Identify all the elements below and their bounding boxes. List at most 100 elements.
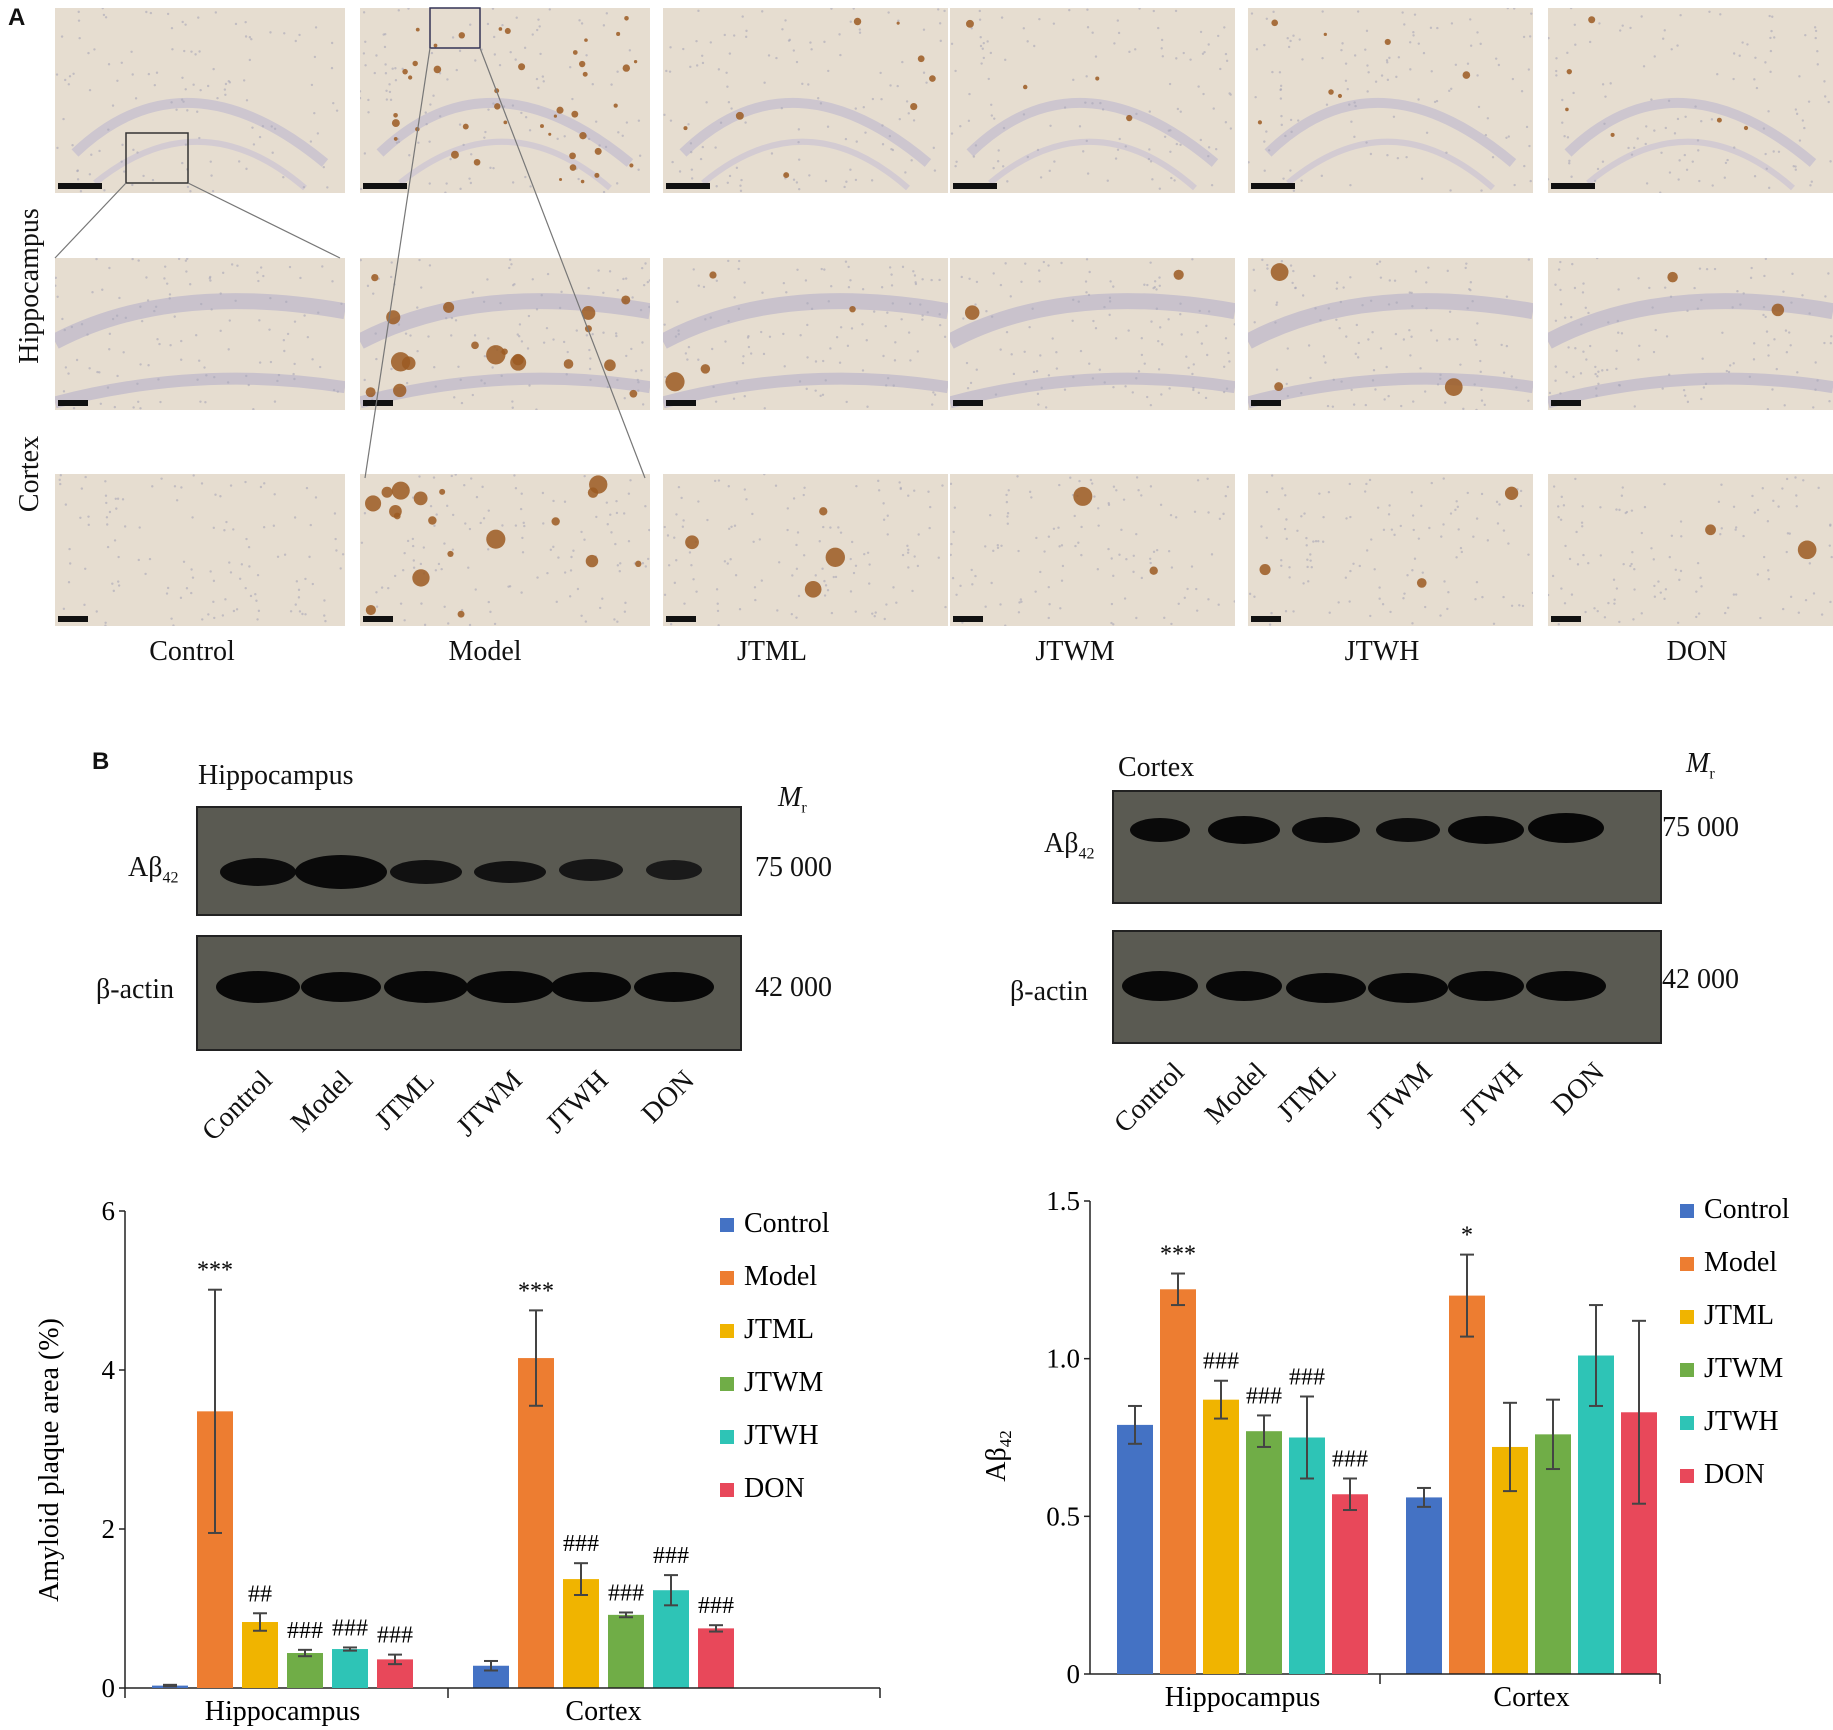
significance-mark: ## [248,1581,272,1607]
bar-jtwm-hippocampus [1246,1431,1282,1674]
significance-mark: *** [197,1258,233,1284]
bar-jtml-hippocampus [1203,1399,1239,1674]
legend-swatch-jtwm [1680,1363,1694,1377]
col-label-model: Model [448,636,522,667]
significance-mark: ### [608,1580,644,1606]
bar-jtwh-cortex [1578,1355,1614,1674]
band-label-abeta-cortex: Aβ42 [1044,828,1095,863]
significance-mark: *** [1160,1242,1196,1268]
legend-label-don: DON [744,1473,805,1504]
blot-bands [220,855,702,889]
micrograph-hippocampus-jtwm [950,258,1235,410]
y-tick-label: 4 [102,1355,116,1385]
legend-swatch-model [1680,1257,1694,1271]
significance-mark: ### [1203,1349,1239,1375]
mass-75000-hipp: 75 000 [755,852,832,883]
col-label-control: Control [149,636,235,667]
legend-label-jtwh: JTWH [744,1420,819,1451]
band-label-abeta-hipp: Aβ42 [128,852,179,887]
legend-label-jtwm: JTWM [744,1367,823,1398]
legend-swatch-control [720,1218,734,1232]
bar-jtwm-hippocampus [287,1653,323,1688]
micrograph-cortex-jtwm [950,474,1235,626]
y-tick-label: 0 [102,1673,116,1703]
lane-label-jtwm: JTWM [1360,1056,1439,1135]
tissue-texture [360,8,642,193]
tissue-texture [950,258,1235,409]
legend-swatch-jtwm [720,1377,734,1391]
mass-75000-cortex: 75 000 [1662,812,1739,843]
legend-label-model: Model [1704,1247,1777,1278]
tissue-texture [58,474,345,626]
bar-jtml-cortex [563,1579,599,1688]
x-category-label: Cortex [565,1696,641,1727]
significance-mark: ### [377,1623,413,1649]
panel-b-letter: B [92,748,110,775]
micrograph-overview-control [55,8,345,193]
significance-mark: ### [653,1543,689,1569]
micrograph-cortex-don [1548,474,1833,626]
col-label-jtwh: JTWH [1344,636,1420,667]
band-label-actin-hipp: β-actin [96,974,174,1005]
band-label-actin-cortex: β-actin [1010,976,1088,1007]
blot-abeta-hippocampus [196,806,742,916]
micrograph-hippocampus-model [360,258,650,410]
blot-title-hippocampus: Hippocampus [198,760,354,791]
tissue-texture [1548,476,1833,626]
significance-mark: ### [1289,1365,1325,1391]
chart-amyloid-plaque-area: 0 2 4 6 Amyloid plaque area (%) Hippocampus **… [34,1196,881,1727]
significance-mark: ### [332,1615,368,1641]
bar-model-cortex [518,1358,554,1688]
bar-don-cortex [698,1628,734,1688]
blot-actin-hippocampus [196,935,742,1051]
micrograph-hippocampus-jtwh [1248,258,1533,410]
bar-jtwm-cortex [608,1614,644,1688]
legend-label-jtml: JTML [1704,1300,1774,1331]
tissue-texture [360,258,650,410]
legend-label-control: Control [1704,1194,1790,1225]
legend-label-jtwm: JTWM [1704,1353,1783,1384]
y-tick-label: 1.5 [1046,1186,1080,1216]
micrograph-overview-jtwh [1248,8,1533,193]
micrograph-hippocampus-control [55,258,345,410]
tissue-texture [1248,8,1533,192]
legend-label-jtml: JTML [744,1314,814,1345]
blot-bands [216,971,714,1003]
tissue-texture [663,259,948,410]
mass-42000-cortex: 42 000 [1662,964,1739,995]
lane-label-jtwh: JTWH [539,1064,615,1140]
legend-label-jtwh: JTWH [1704,1406,1779,1437]
y-tick-label: 1.0 [1046,1344,1080,1374]
col-label-jtwm: JTWM [1035,636,1115,667]
chart-abeta42-western: 0 0.5 1.0 1.5 Aβ42 Hippocampus *** ### ### ### ###… [981,1186,1790,1713]
col-label-don: DON [1666,636,1728,667]
micrograph-overview-jtml [663,8,948,193]
bar-jtwh-cortex [653,1590,689,1688]
micrograph-cortex-model [360,474,650,626]
blot-actin-cortex [1112,930,1662,1044]
y-tick-label: 0.5 [1046,1501,1080,1531]
x-category-label: Hippocampus [205,1696,361,1727]
blot-title-cortex: Cortex [1118,752,1195,783]
micrograph-cortex-control [55,474,345,626]
legend-swatch-jtml [1680,1310,1694,1324]
col-label-jtml: JTML [737,636,807,667]
mr-label-hippocampus: Mr [778,782,807,817]
y-tick-label: 6 [102,1196,116,1226]
bar-jtwm-cortex [1535,1434,1571,1674]
bar-control-hippocampus [1117,1424,1153,1674]
lane-label-don: DON [635,1064,701,1130]
tissue-texture [663,474,947,626]
significance-mark: ### [1332,1446,1368,1472]
mass-42000-hipp: 42 000 [755,972,832,1003]
tissue-texture [1248,474,1533,626]
tissue-texture [950,475,1235,626]
legend-swatch-jtml [720,1324,734,1338]
micrograph-hippocampus-jtml [663,258,948,410]
micrograph-overview-don [1548,8,1833,193]
legend-swatch-don [720,1483,734,1497]
legend-swatch-don [1680,1469,1694,1483]
bar-jtwh-hippocampus [332,1649,368,1688]
bar-control-cortex [1406,1497,1442,1674]
bar-don-hippocampus [1332,1494,1368,1674]
